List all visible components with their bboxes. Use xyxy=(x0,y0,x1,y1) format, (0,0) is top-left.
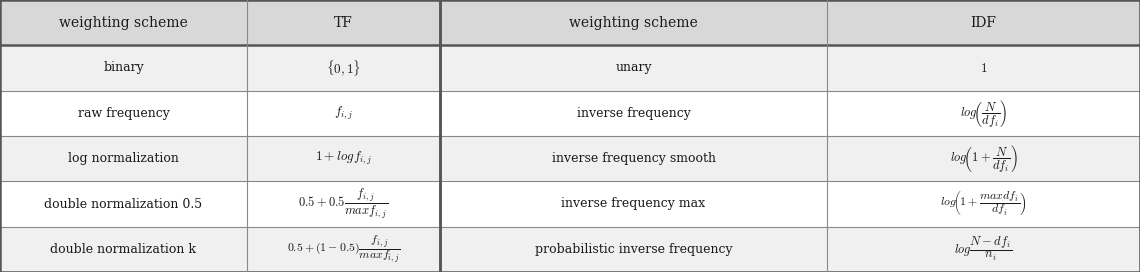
Bar xyxy=(0,91,1140,136)
Text: $log\!\left(1 + \dfrac{maxdf_i}{df_i}\right)$: $log\!\left(1 + \dfrac{maxdf_i}{df_i}\ri… xyxy=(940,190,1027,218)
Text: TF: TF xyxy=(334,16,353,30)
Text: $1 + log f_{i,j}$: $1 + log f_{i,j}$ xyxy=(315,150,373,167)
Text: probabilistic inverse frequency: probabilistic inverse frequency xyxy=(535,243,732,256)
Text: inverse frequency: inverse frequency xyxy=(577,107,691,120)
Text: $f_{i,j}$: $f_{i,j}$ xyxy=(334,105,353,122)
Text: binary: binary xyxy=(103,61,144,75)
Text: $log\!\left(\dfrac{N}{df_i}\right)$: $log\!\left(\dfrac{N}{df_i}\right)$ xyxy=(960,98,1008,129)
Text: inverse frequency max: inverse frequency max xyxy=(561,197,706,211)
Text: double normalization k: double normalization k xyxy=(50,243,196,256)
Text: inverse frequency smooth: inverse frequency smooth xyxy=(552,152,716,165)
Text: weighting scheme: weighting scheme xyxy=(59,16,188,30)
Text: $log\!\left(1 + \dfrac{N}{df_i}\right)$: $log\!\left(1 + \dfrac{N}{df_i}\right)$ xyxy=(950,143,1017,174)
Bar xyxy=(0,0,1140,45)
Text: $log\dfrac{N-df_i}{n_i}$: $log\dfrac{N-df_i}{n_i}$ xyxy=(954,235,1012,263)
Text: log normalization: log normalization xyxy=(68,152,179,165)
Text: $0.5 + (1-0.5)\dfrac{f_{i,j}}{maxf_{i,j}}$: $0.5 + (1-0.5)\dfrac{f_{i,j}}{maxf_{i,j}… xyxy=(286,233,400,265)
Bar xyxy=(0,45,1140,91)
Text: $0.5 + 0.5\dfrac{f_{i,j}}{maxf_{i,j}}$: $0.5 + 0.5\dfrac{f_{i,j}}{maxf_{i,j}}$ xyxy=(299,187,389,221)
Text: unary: unary xyxy=(616,61,652,75)
Text: double normalization 0.5: double normalization 0.5 xyxy=(44,197,203,211)
Text: IDF: IDF xyxy=(970,16,996,30)
Text: $1$: $1$ xyxy=(979,61,987,75)
Bar xyxy=(0,227,1140,272)
Text: weighting scheme: weighting scheme xyxy=(569,16,698,30)
Text: $\{0,1\}$: $\{0,1\}$ xyxy=(326,58,361,78)
Text: raw frequency: raw frequency xyxy=(78,107,170,120)
Bar xyxy=(0,136,1140,181)
Bar xyxy=(0,181,1140,227)
